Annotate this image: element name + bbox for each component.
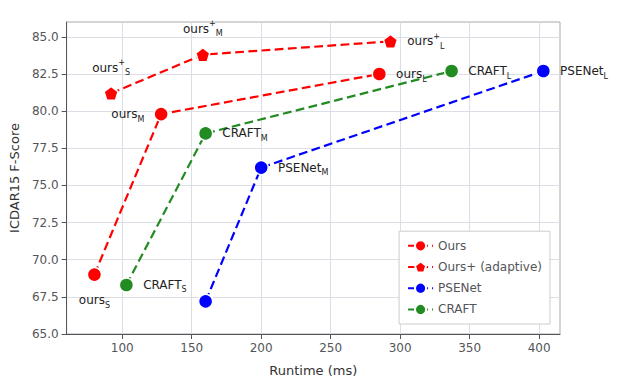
svg-text:ours: ours — [396, 67, 422, 81]
svg-text:77.5: 77.5 — [32, 141, 59, 155]
svg-text:CRAFT: CRAFT — [222, 126, 261, 140]
svg-text:S: S — [125, 68, 130, 77]
svg-text:80.0: 80.0 — [32, 104, 59, 118]
svg-text:300: 300 — [389, 341, 412, 355]
svg-text:L: L — [422, 75, 427, 84]
svg-text:+: + — [118, 58, 125, 67]
svg-text:PSENet: PSENet — [438, 281, 482, 295]
svg-text:L: L — [507, 72, 512, 81]
svg-text:M: M — [321, 168, 328, 177]
svg-text:400: 400 — [528, 341, 551, 355]
svg-text:67.5: 67.5 — [32, 290, 59, 304]
svg-text:Ours+ (adaptive): Ours+ (adaptive) — [438, 260, 542, 274]
svg-text:+: + — [209, 19, 216, 28]
svg-text:150: 150 — [180, 341, 203, 355]
svg-text:82.5: 82.5 — [32, 67, 59, 81]
svg-text:S: S — [182, 285, 187, 294]
svg-text:65.0: 65.0 — [32, 327, 59, 341]
svg-text:ours: ours — [111, 107, 137, 121]
svg-text:70.0: 70.0 — [32, 253, 59, 267]
svg-text:CRAFT: CRAFT — [438, 302, 477, 316]
svg-text:ours: ours — [79, 293, 105, 307]
svg-text:200: 200 — [250, 341, 273, 355]
svg-text:PSENet: PSENet — [278, 161, 322, 175]
svg-text:Ours: Ours — [438, 239, 466, 253]
svg-text:M: M — [216, 29, 223, 38]
svg-text:M: M — [137, 115, 144, 124]
svg-text:S: S — [105, 301, 110, 310]
svg-text:ours: ours — [407, 34, 433, 48]
svg-text:M: M — [261, 134, 268, 143]
svg-text:L: L — [440, 42, 445, 51]
svg-text:+: + — [433, 32, 440, 41]
svg-text:L: L — [604, 72, 609, 81]
svg-text:ours: ours — [92, 61, 118, 75]
svg-text:72.5: 72.5 — [32, 216, 59, 230]
svg-text:CRAFT: CRAFT — [143, 278, 182, 292]
svg-text:75.0: 75.0 — [32, 178, 59, 192]
svg-text:350: 350 — [458, 341, 481, 355]
svg-text:ours: ours — [183, 22, 209, 36]
svg-text:250: 250 — [319, 341, 342, 355]
svg-text:ICDAR15 F-Score: ICDAR15 F-Score — [7, 123, 22, 233]
svg-text:PSENet: PSENet — [560, 64, 604, 78]
svg-text:Runtime (ms): Runtime (ms) — [269, 363, 357, 378]
svg-text:CRAFT: CRAFT — [468, 64, 507, 78]
svg-text:85.0: 85.0 — [32, 30, 59, 44]
svg-text:100: 100 — [111, 341, 134, 355]
